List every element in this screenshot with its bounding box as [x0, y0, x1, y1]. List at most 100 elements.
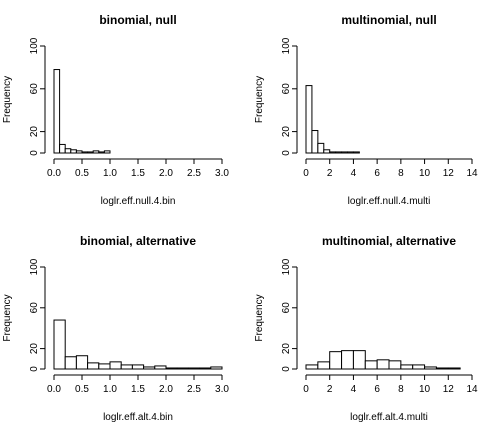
chart-title: binomial, alternative: [80, 234, 196, 248]
histogram-bar: [412, 364, 426, 370]
x-tick-label: 4: [351, 168, 357, 179]
y-tick-label: 20: [29, 126, 40, 138]
histogram-bar: [335, 151, 343, 154]
x-tick-label: 0: [303, 384, 309, 395]
histogram-bar: [329, 351, 343, 370]
x-tick-label: 6: [374, 168, 380, 179]
histogram-bar: [120, 364, 133, 370]
histogram-bar: [53, 319, 66, 370]
y-tick-label: 60: [281, 83, 292, 95]
histogram-bar: [92, 150, 100, 154]
y-axis-label: Frequency: [2, 294, 13, 341]
histogram-bar: [187, 367, 201, 370]
histogram-bar: [53, 69, 61, 154]
x-tick-label: 8: [398, 168, 404, 179]
y-tick-label: 60: [29, 302, 40, 314]
x-axis-label: loglr.eff.alt.4.multi: [350, 412, 428, 423]
y-tick-label: 100: [29, 258, 40, 275]
histogram-bar: [64, 148, 72, 154]
histogram-bar: [352, 350, 366, 370]
x-axis-label: loglr.eff.null.4.multi: [348, 196, 431, 207]
histogram-bar: [435, 367, 449, 370]
y-axis-label: Frequency: [254, 76, 265, 123]
x-tick-label: 2: [327, 384, 333, 395]
histogram-bar: [81, 151, 89, 154]
chart-title: multinomial, alternative: [322, 234, 456, 248]
histogram-bar: [305, 85, 313, 154]
histogram-bar: [59, 143, 66, 154]
histogram-bar: [447, 367, 461, 370]
histogram-bar: [131, 364, 145, 370]
x-tick-label: 12: [443, 168, 455, 179]
histogram-bar: [347, 151, 354, 154]
histogram-bar: [98, 151, 105, 154]
x-tick-label: 14: [466, 168, 478, 179]
y-tick-label: 0: [281, 366, 292, 372]
histogram-bar: [64, 356, 77, 370]
histogram-bar: [70, 149, 77, 154]
histogram-bar: [210, 366, 223, 370]
panel-binomial-alternative: binomial, alternative loglr.eff.alt.4.bi…: [2, 234, 229, 423]
histogram-bar: [311, 130, 319, 154]
x-tick-label: 12: [443, 384, 455, 395]
chart-title: binomial, null: [99, 13, 176, 27]
x-tick-label: 3.0: [215, 384, 229, 395]
histogram-bar: [176, 367, 189, 370]
x-tick-label: 2: [327, 168, 333, 179]
x-tick-label: 2.5: [187, 168, 201, 179]
x-tick-label: 2.5: [187, 384, 201, 395]
chart-title: multinomial, null: [341, 13, 436, 27]
histogram-bar: [329, 151, 337, 154]
histogram-bar: [75, 355, 89, 370]
x-tick-label: 8: [398, 384, 404, 395]
x-tick-label: 6: [374, 384, 380, 395]
histogram-bar: [341, 151, 349, 154]
histogram-bar: [305, 364, 319, 370]
histogram-bar: [364, 360, 378, 370]
histogram-bar: [388, 360, 402, 370]
x-tick-label: 0.5: [75, 384, 89, 395]
histogram-bar: [317, 142, 325, 154]
x-axis-label: loglr.eff.null.4.bin: [101, 196, 176, 207]
x-tick-label: 2.0: [159, 168, 173, 179]
x-tick-label: 1.5: [131, 168, 145, 179]
x-tick-label: 0.5: [75, 168, 89, 179]
panel-multinomial-null: multinomial, null loglr.eff.null.4.multi…: [254, 13, 478, 207]
x-tick-label: 1.5: [131, 384, 145, 395]
histogram-bar: [317, 361, 331, 370]
x-axis-label: loglr.eff.alt.4.bin: [103, 412, 173, 423]
histogram-bar: [165, 367, 178, 370]
y-tick-label: 0: [281, 150, 292, 156]
histogram-bar: [376, 359, 390, 370]
y-axis-label: Frequency: [254, 294, 265, 341]
histogram-bar: [98, 363, 111, 370]
histogram-bar: [75, 150, 83, 154]
x-tick-label: 1.0: [103, 384, 117, 395]
y-tick-label: 100: [29, 37, 40, 54]
x-tick-label: 2.0: [159, 384, 173, 395]
histogram-bar: [143, 366, 156, 370]
histogram-bar: [103, 150, 111, 154]
histogram-bar: [154, 365, 167, 370]
x-tick-label: 1.0: [103, 168, 117, 179]
x-tick-label: 0: [303, 168, 309, 179]
x-tick-label: 4: [351, 384, 357, 395]
panel-multinomial-alternative: multinomial, alternative loglr.eff.alt.4…: [254, 234, 478, 423]
y-tick-label: 100: [281, 37, 292, 54]
x-tick-label: 10: [419, 384, 431, 395]
y-tick-label: 60: [29, 83, 40, 95]
histogram-bar: [352, 151, 360, 154]
histogram-bar: [424, 366, 437, 370]
x-tick-label: 3.0: [215, 168, 229, 179]
y-tick-label: 20: [281, 126, 292, 138]
histogram-bar: [109, 361, 122, 370]
histogram-bar: [323, 149, 331, 154]
histogram-bar: [87, 362, 100, 370]
x-tick-label: 14: [466, 384, 478, 395]
y-tick-label: 60: [281, 302, 292, 314]
histogram-bar: [341, 350, 354, 370]
x-tick-label: 0.0: [47, 168, 61, 179]
x-tick-label: 0.0: [47, 384, 61, 395]
y-tick-label: 20: [29, 343, 40, 355]
